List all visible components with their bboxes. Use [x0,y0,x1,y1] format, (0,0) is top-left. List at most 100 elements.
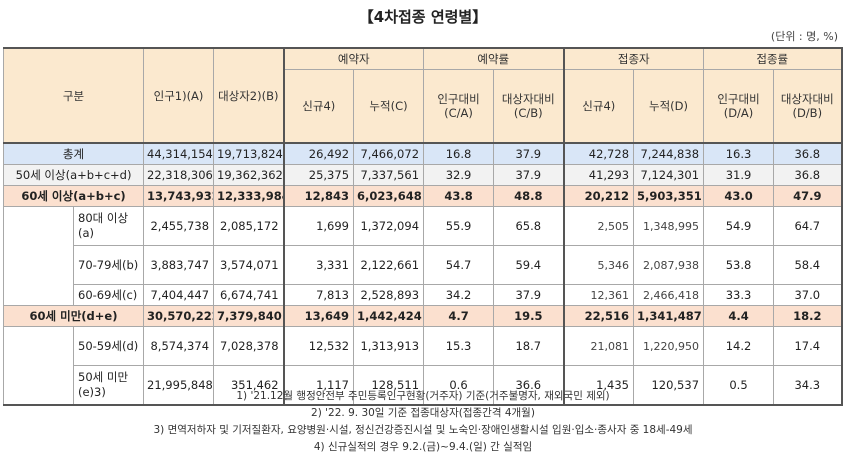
row-label: 70-79세(b) [72,245,145,285]
new-res-cell: 1,117 [282,365,355,406]
population-cell: 3,883,747 [143,245,215,285]
cum-res-cell: 2,528,893 [353,284,425,306]
header-vac-rate-target: 대상자대비(D/B) [773,69,843,144]
cum-res-cell: 7,337,561 [353,164,425,186]
res-rate-pop-cell: 55.9 [423,206,495,246]
header-target: 대상자2)(B) [213,47,285,144]
header-new-vaccinated: 신규4) [562,69,635,144]
row-label: 60-69세(c) [72,284,145,306]
cum-res-cell: 2,122,661 [353,245,425,285]
vac-rate-target-cell: 36.8 [773,164,843,186]
vac-rate-pop-cell: 14.2 [703,326,775,366]
page-title: 【4차접종 연령별】 [358,8,488,26]
vac-rate-target-cell: 64.7 [773,206,843,246]
population-cell: 44,314,154 [143,142,215,165]
res-rate-pop-cell: 54.7 [423,245,495,285]
population-cell: 7,404,447 [143,284,215,306]
new-vac-cell: 5,346 [562,245,635,285]
row-label: 50세 이상(a+b+c+d) [2,164,145,186]
target-cell: 351,462 [213,365,285,406]
cum-res-cell: 1,313,913 [353,326,425,366]
row-label: 50-59세(d) [72,326,145,366]
res-rate-pop-cell: 43.8 [423,185,495,207]
vac-rate-target-cell: 17.4 [773,326,843,366]
header-res-rate-target: 대상자대비(C/B) [493,69,565,144]
vac-rate-pop-cell: 54.9 [703,206,775,246]
res-rate-pop-cell: 4.7 [423,305,495,327]
footnote: 3) 면역저하자 및 기저질환자, 요양병원·시설, 정신건강증진시설 및 노숙… [153,424,693,436]
target-cell: 7,028,378 [213,326,285,366]
vac-rate-target-cell: 18.2 [773,305,843,327]
row-label: 80대 이상(a) [72,206,145,246]
cum-vac-cell: 7,124,301 [633,164,705,186]
target-cell: 12,333,984 [213,185,285,207]
vac-rate-pop-cell: 43.0 [703,185,775,207]
new-vac-cell: 1,435 [562,365,635,406]
target-cell: 6,674,741 [213,284,285,306]
population-cell: 8,574,374 [143,326,215,366]
header-cum-reservation: 누적(C) [353,69,425,144]
row-label: 50세 미만(e)3) [72,365,145,406]
vac-rate-target-cell: 34.3 [773,365,843,406]
new-res-cell: 12,843 [282,185,355,207]
res-rate-target-cell: 37.9 [493,164,565,186]
indent-cell [3,284,74,306]
res-rate-pop-cell: 0.6 [423,365,495,406]
new-res-cell: 13,649 [282,305,355,327]
res-rate-target-cell: 19.5 [493,305,565,327]
population-cell: 2,455,738 [143,206,215,246]
table-row: 50-59세(d) 8,574,374 7,028,378 12,532 1,3… [3,326,843,366]
vac-rate-pop-cell: 33.3 [703,284,775,306]
cum-res-cell: 7,466,072 [353,142,425,165]
footnote: 2) '22. 9. 30일 기준 접종대상자(접종간격 4개월) [311,407,535,419]
new-vac-cell: 12,361 [562,284,635,306]
new-res-cell: 7,813 [282,284,355,306]
new-res-cell: 26,492 [282,142,355,165]
indent-cell [3,326,74,366]
table-row: 60-69세(c) 7,404,447 6,674,741 7,813 2,52… [3,284,843,306]
table-row: 60세 이상(a+b+c) 13,743,932 12,333,984 12,8… [2,185,843,207]
vac-rate-pop-cell: 31.9 [703,164,775,186]
new-res-cell: 12,532 [282,326,355,366]
cum-vac-cell: 5,903,351 [633,185,705,207]
cum-vac-cell: 1,220,950 [633,326,705,366]
header-vaccination-rate-group: 접종률 [703,47,843,70]
footnotes: 1) '21.12월 행정안전부 주민등록인구현황(거주자) 기준(거주불명자,… [0,388,846,456]
header-cum-vaccinated: 누적(D) [633,69,705,144]
cum-vac-cell: 2,466,418 [633,284,705,306]
header-reservation-group: 예약자 [282,47,425,70]
new-res-cell: 25,375 [282,164,355,186]
res-rate-target-cell: 59.4 [493,245,565,285]
vac-rate-pop-cell: 0.5 [703,365,775,406]
population-cell: 21,995,848 [143,365,215,406]
indent-cell [3,245,74,285]
target-cell: 19,362,362 [213,164,285,186]
new-vac-cell: 41,293 [562,164,635,186]
res-rate-target-cell: 65.8 [493,206,565,246]
vac-rate-target-cell: 37.0 [773,284,843,306]
cum-vac-cell: 1,348,995 [633,206,705,246]
cum-res-cell: 128,511 [353,365,425,406]
new-vac-cell: 20,212 [562,185,635,207]
res-rate-pop-cell: 34.2 [423,284,495,306]
table-row: 50세 이상(a+b+c+d) 22,318,306 19,362,362 25… [2,164,843,186]
new-vac-cell: 22,516 [562,305,635,327]
indent-cell [3,206,74,246]
vac-rate-target-cell: 36.8 [773,142,843,165]
row-label: 60세 미만(d+e) [2,305,145,327]
vac-rate-pop-cell: 4.4 [703,305,775,327]
indent-cell [3,365,74,406]
cum-res-cell: 6,023,648 [353,185,425,207]
table-row: 70-79세(b) 3,883,747 3,574,071 3,331 2,12… [3,245,843,285]
header-reservation-rate-group: 예약률 [423,47,565,70]
cum-vac-cell: 120,537 [633,365,705,406]
target-cell: 2,085,172 [213,206,285,246]
res-rate-target-cell: 37.9 [493,142,565,165]
vaccination-table: 구분 인구1)(A) 대상자2)(B) 예약자 예약률 접종자 접종률 신규4)… [2,47,843,406]
vac-rate-target-cell: 47.9 [773,185,843,207]
cum-res-cell: 1,442,424 [353,305,425,327]
header-new-reservation: 신규4) [282,69,355,144]
res-rate-target-cell: 18.7 [493,326,565,366]
target-cell: 3,574,071 [213,245,285,285]
res-rate-target-cell: 48.8 [493,185,565,207]
